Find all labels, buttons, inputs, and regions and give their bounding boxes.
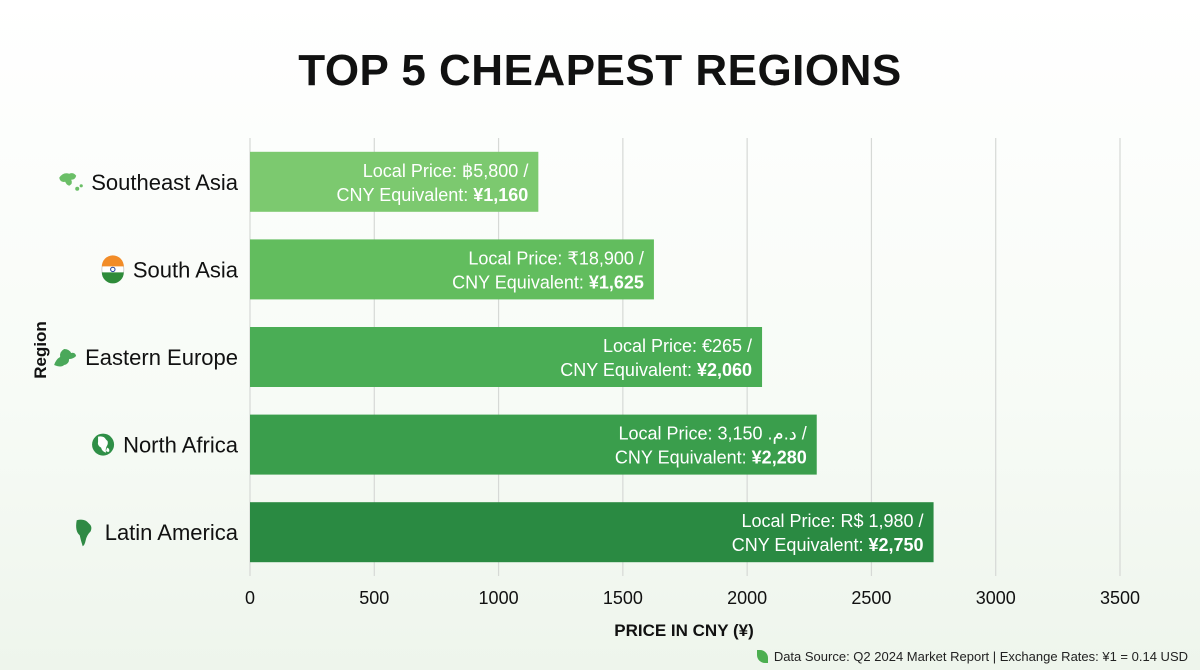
bar [250,151,539,212]
globe-africa-icon [92,433,115,456]
cny-prefix: CNY Equivalent: [560,360,697,380]
category-label: South Asia [133,257,239,282]
x-tick-label: 3500 [1100,588,1140,608]
x-tick-label: 1000 [479,588,519,608]
x-axis-title: PRICE IN CNY (¥) [614,621,754,640]
cny-value: ¥2,060 [697,360,752,380]
bar-local-price-label: Local Price: د.م. 3,150 / [618,424,806,445]
category-label: Latin America [105,520,239,545]
bar-local-price-label: Local Price: ฿5,800 / [363,161,529,181]
bar [250,502,934,563]
chart-title: TOP 5 CHEAPEST REGIONS [298,46,902,95]
y-axis-title: Region [31,321,50,379]
leaf-icon [756,650,768,663]
x-tick-label: 500 [359,588,389,608]
bar [250,239,654,300]
x-tick-label: 1500 [603,588,643,608]
europe-map-icon [54,349,77,367]
footer: Data Source: Q2 2024 Market Report | Exc… [756,649,1188,664]
bar-local-price-label: Local Price: ₹18,900 / [468,248,644,268]
cny-prefix: CNY Equivalent: [615,448,752,468]
data-source-note: Data Source: Q2 2024 Market Report | Exc… [773,649,1188,664]
cny-value: ¥1,625 [589,272,644,292]
cny-prefix: CNY Equivalent: [337,185,474,205]
bar-local-price-label: Local Price: R$ 1,980 / [741,511,923,531]
bar-cny-label: CNY Equivalent: ¥2,750 [732,535,924,555]
bar-cny-label: CNY Equivalent: ¥1,625 [452,272,644,292]
bar-cny-label: CNY Equivalent: ¥2,060 [560,360,752,380]
cny-prefix: CNY Equivalent: [452,272,589,292]
x-tick-label: 0 [245,588,255,608]
category-label: Eastern Europe [85,345,238,370]
cny-value: ¥1,160 [473,185,528,205]
bars: Local Price: ฿5,800 / CNY Equivalent: ¥1,… [250,151,934,563]
x-tick-label: 2500 [851,588,891,608]
category-labels: Southeast Asia South Asia Eastern Europe No… [54,170,239,547]
x-tick-label: 2000 [727,588,767,608]
asia-map-icon [59,173,83,191]
cny-value: ¥2,280 [752,448,807,468]
bar-local-price-label: Local Price: €265 / [603,336,752,356]
south-america-map-icon [76,519,92,547]
bar-cny-label: CNY Equivalent: ¥1,160 [337,185,529,205]
bar [250,414,817,475]
cny-prefix: CNY Equivalent: [732,535,869,555]
bar-cny-label: CNY Equivalent: ¥2,280 [615,448,807,468]
category-label: North Africa [123,433,239,458]
cny-value: ¥2,750 [869,535,924,555]
bar [250,327,763,387]
india-flag-icon [101,255,125,284]
category-label: Southeast Asia [91,170,239,195]
x-tick-label: 3000 [976,588,1016,608]
x-tick-labels: 0 500 1000 1500 2000 2500 3000 3500 [245,588,1140,608]
